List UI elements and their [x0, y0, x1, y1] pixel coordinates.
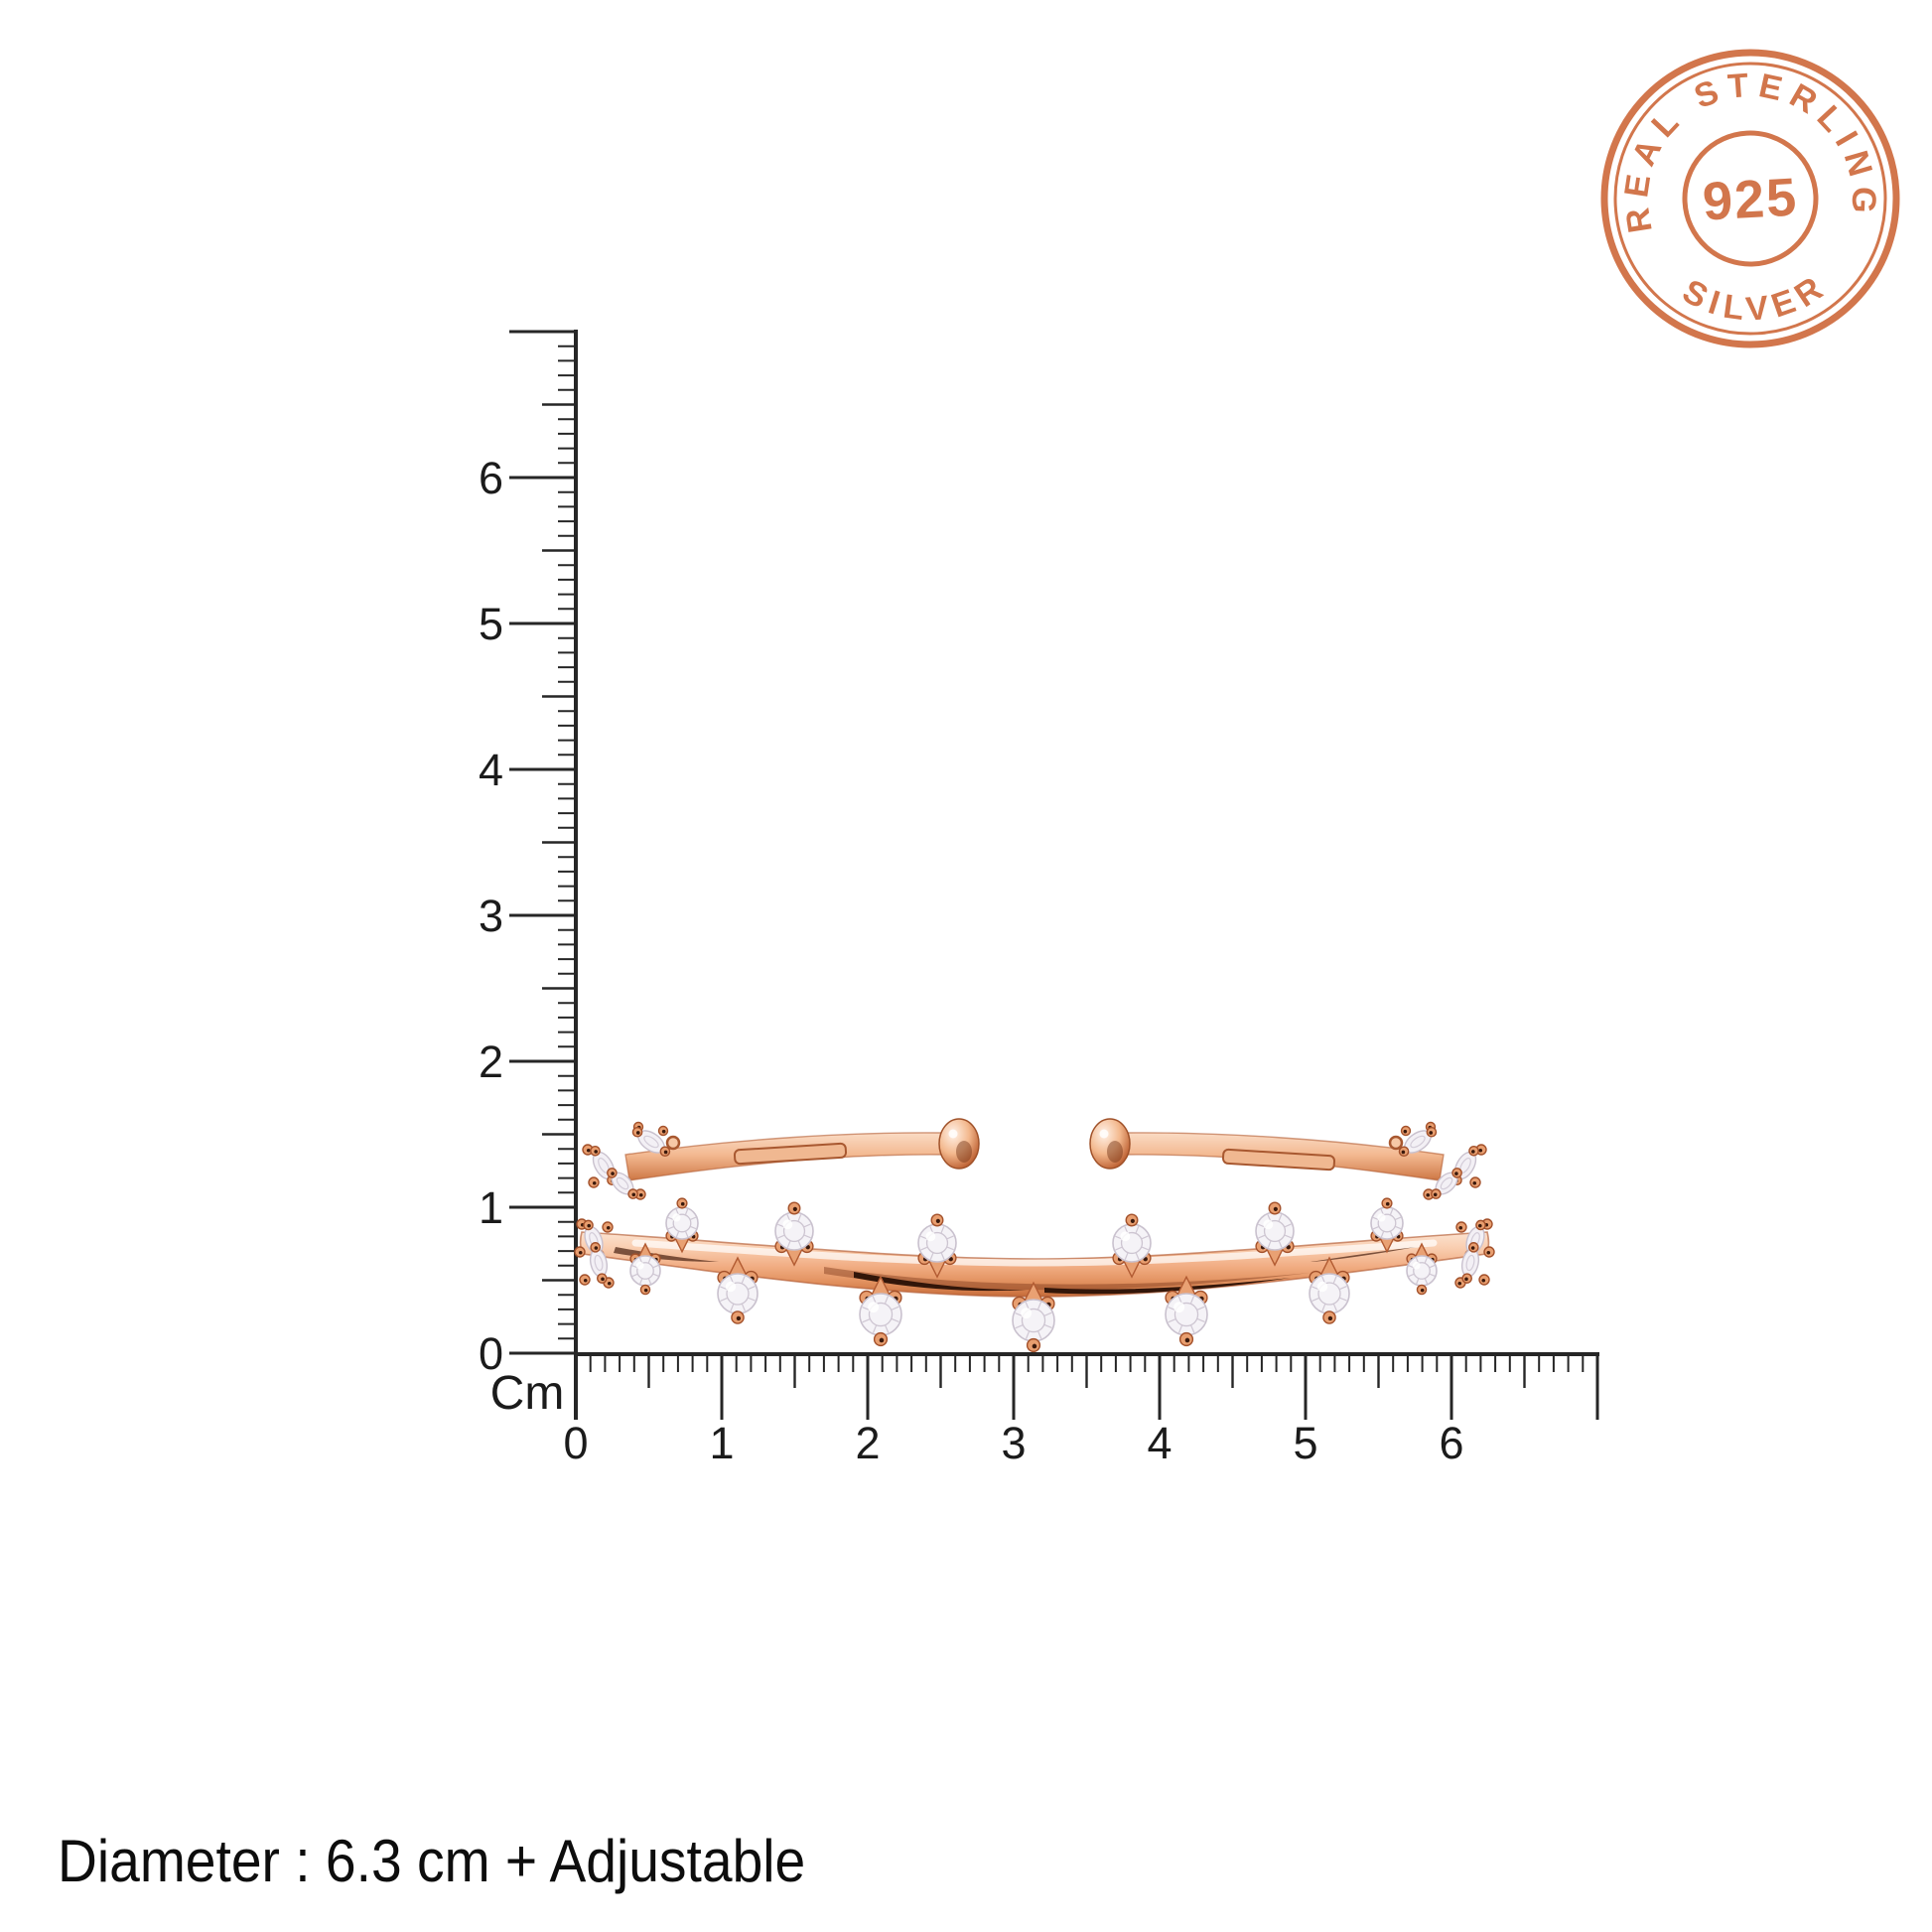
ruler-label: 3 — [1001, 1418, 1026, 1468]
round-stone — [1255, 1201, 1295, 1267]
ruler-label: 4 — [1147, 1418, 1172, 1468]
caption-diameter-text: Diameter : 6.3 cm + Adjustable — [58, 1828, 806, 1894]
round-stone — [774, 1201, 814, 1267]
round-stone — [629, 1242, 661, 1296]
ball-terminal — [1089, 1118, 1131, 1170]
reflection-dark — [1044, 1278, 1291, 1295]
front-band-highlight — [631, 1239, 1438, 1267]
round-stone — [1112, 1213, 1152, 1279]
ruler-label: 6 — [479, 453, 503, 503]
ruler-label: 1 — [479, 1182, 503, 1233]
stamp-middle-ring — [1613, 62, 1887, 336]
round-stone — [717, 1256, 759, 1324]
back-band-groove-left — [733, 1142, 848, 1166]
ruler-label: 0 — [563, 1418, 588, 1468]
end-stone-cluster — [574, 1121, 681, 1289]
marquise-stone — [589, 1242, 609, 1284]
ruler-label: 5 — [1293, 1418, 1317, 1468]
round-stone — [665, 1197, 699, 1254]
ruler-label: 1 — [709, 1418, 734, 1468]
marquise-stone — [607, 1168, 638, 1199]
round-stone — [1406, 1242, 1438, 1296]
round-stone — [1309, 1256, 1350, 1324]
ruler-label: 2 — [479, 1036, 503, 1087]
ruler-unit-label: Cm — [490, 1367, 565, 1420]
round-stone — [1165, 1275, 1208, 1347]
back-band-groove-right — [1221, 1148, 1336, 1172]
sterling-silver-stamp: REAL STERLING SILVER 925 — [1600, 49, 1900, 348]
ruler-label: 6 — [1439, 1418, 1463, 1468]
reflection-dark — [854, 1272, 1027, 1292]
ruler-label: 2 — [855, 1418, 880, 1468]
round-stone — [917, 1213, 957, 1279]
ruler-label: 3 — [479, 891, 503, 941]
round-stone — [1012, 1281, 1055, 1353]
round-stone — [859, 1275, 902, 1347]
ruler-label: 5 — [479, 599, 503, 649]
bracelet-product-image — [574, 1118, 1496, 1353]
stamp-outer-ring — [1600, 49, 1900, 348]
round-stone — [1370, 1197, 1404, 1254]
ruler-label: 4 — [479, 745, 503, 795]
reflection-dark — [1311, 1247, 1416, 1262]
stamp-925-text: 925 — [1701, 168, 1799, 232]
measurement-rulers: 0 1 2 3 4 5 6 0 1 2 3 4 5 6 — [479, 330, 1599, 1468]
ball-terminal — [938, 1118, 980, 1170]
ruler-label: 0 — [479, 1328, 503, 1379]
marquise-stone — [631, 1126, 671, 1158]
stamp-inner-circle — [1682, 130, 1819, 267]
